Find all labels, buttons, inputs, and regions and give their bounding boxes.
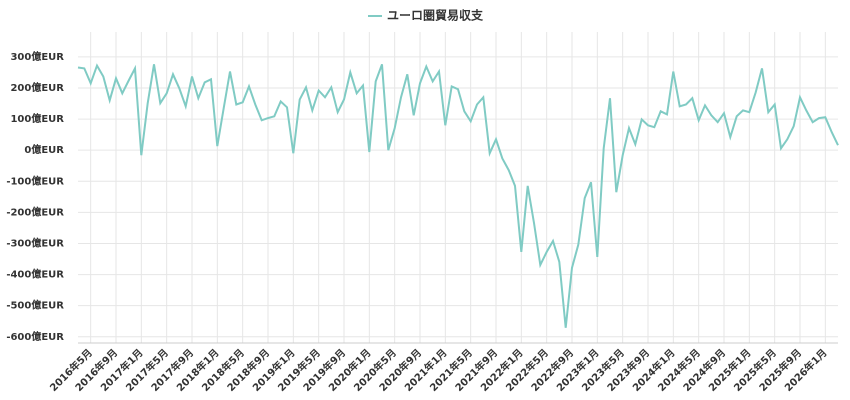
legend-label: ユーロ圏貿易収支 — [387, 8, 484, 23]
y-tick-label: 0億EUR — [24, 143, 64, 156]
y-tick-label: 100億EUR — [10, 112, 64, 125]
y-tick-label: -600億EUR — [6, 330, 64, 343]
series-line — [77, 63, 839, 328]
y-tick-label: -100億EUR — [6, 174, 64, 187]
y-tick-label: 300億EUR — [10, 50, 64, 63]
y-tick-label: -300億EUR — [6, 236, 64, 249]
y-tick-label: 200億EUR — [10, 81, 64, 94]
y-tick-label: -500億EUR — [6, 299, 64, 312]
y-tick-label: -200億EUR — [6, 205, 64, 218]
y-tick-label: -400億EUR — [6, 268, 64, 281]
